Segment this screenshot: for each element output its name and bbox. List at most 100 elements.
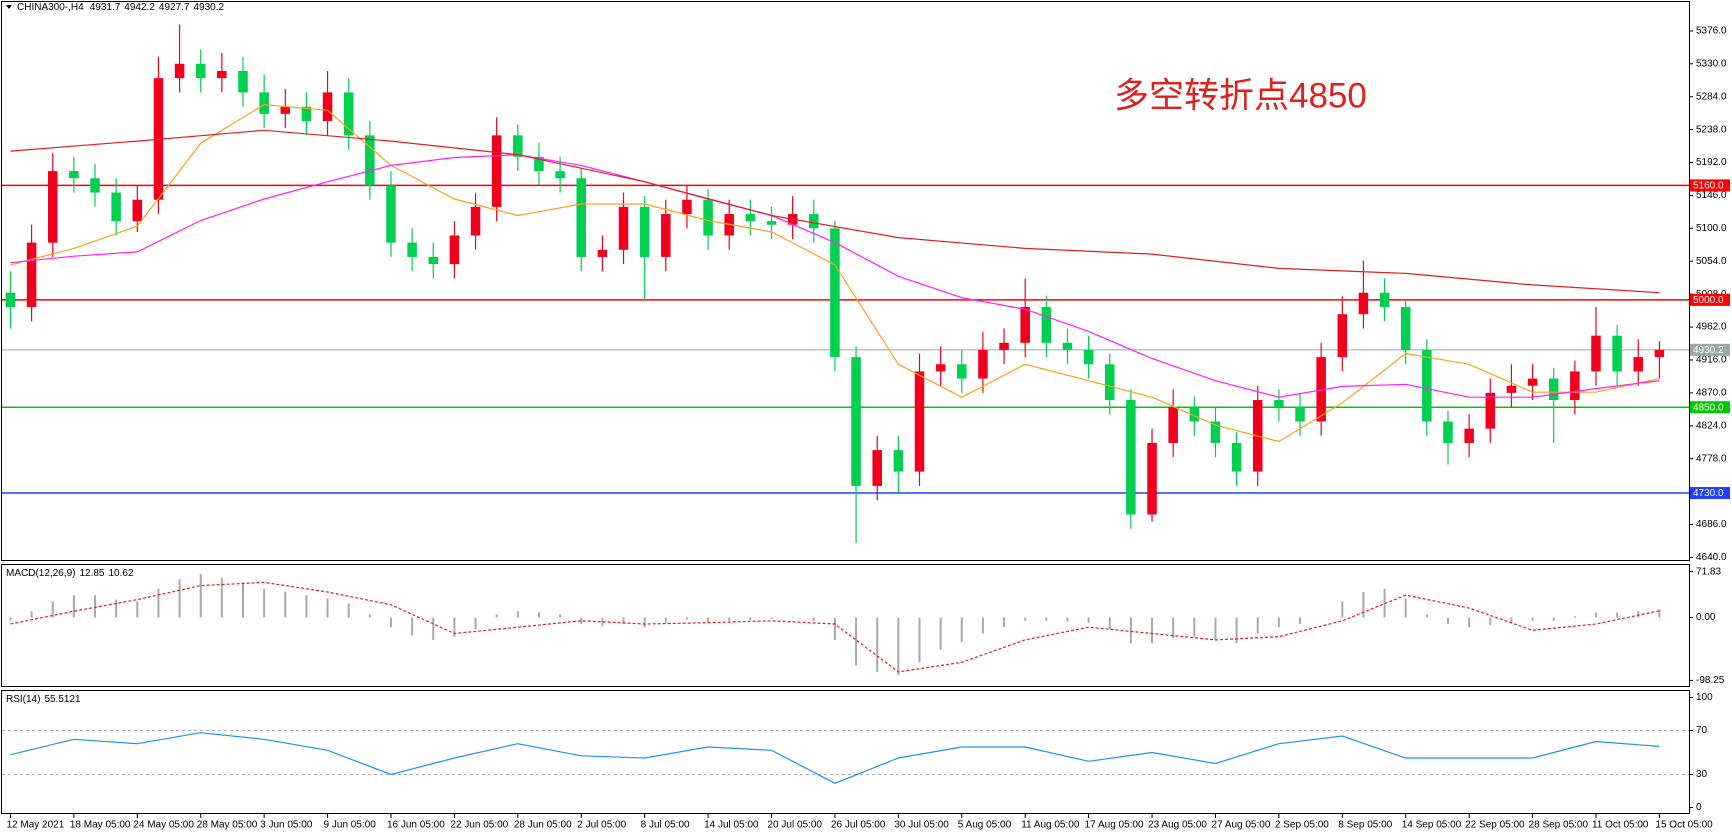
menu-arrow[interactable] xyxy=(6,5,12,9)
y-tick-label: 4916.0 xyxy=(1696,355,1727,366)
candle-body xyxy=(1358,292,1369,315)
x-tick-label: 14 Jul 05:00 xyxy=(704,820,759,831)
candle-body xyxy=(1400,307,1411,350)
indicator-readout: 12.85 xyxy=(79,568,104,579)
level-label: 4930.2 xyxy=(1693,345,1724,356)
y-tick-label: 5192.0 xyxy=(1696,157,1727,168)
candle-body xyxy=(1527,378,1538,386)
y-tick-label: 4870.0 xyxy=(1696,388,1727,399)
candle-body xyxy=(449,235,460,265)
x-tick-label: 27 Aug 05:00 xyxy=(1211,820,1270,831)
candle-body xyxy=(935,364,946,372)
candle-body xyxy=(195,63,206,79)
x-tick-label: 22 Sep 05:00 xyxy=(1465,820,1525,831)
moving-average xyxy=(10,129,1660,294)
candle-body xyxy=(978,349,988,379)
level-label-box xyxy=(1690,343,1730,356)
header-high: 4942.2 xyxy=(124,2,155,13)
indicator-readout: 55.5121 xyxy=(44,694,81,705)
candle-body xyxy=(1041,307,1052,343)
level-label: 5000.0 xyxy=(1693,295,1724,306)
candle-body xyxy=(111,192,121,222)
x-tick-label: 12 May 2021 xyxy=(6,820,64,831)
candle-body xyxy=(1337,314,1348,358)
candle-body xyxy=(1295,407,1305,422)
indicator-title: RSI(14) 55.5121 xyxy=(6,694,81,705)
rsi-panel xyxy=(1,690,1690,814)
x-tick-label: 14 Sep 05:00 xyxy=(1402,820,1462,831)
candle-body xyxy=(1168,407,1178,443)
y-tick-label: 4640.0 xyxy=(1696,552,1727,563)
y-tick-label: 5100.0 xyxy=(1696,223,1727,234)
header-low: 4927.7 xyxy=(159,2,190,13)
candle-body xyxy=(1633,357,1644,372)
header: CHINA300-,H4 4931.7 4942.2 4927.7 4930.2 xyxy=(17,2,225,13)
x-tick-label: 24 May 05:00 xyxy=(133,820,194,831)
candle-body xyxy=(1654,349,1665,358)
level-label-box xyxy=(1690,293,1730,306)
macd-panel xyxy=(1,564,1690,687)
x-tick-label: 17 Aug 05:00 xyxy=(1085,820,1144,831)
candle-body xyxy=(90,178,100,193)
candle-body xyxy=(661,214,671,257)
y-tick-label: 100 xyxy=(1696,692,1713,703)
candle-body xyxy=(132,199,143,222)
candle-body xyxy=(407,242,417,257)
x-tick-label: 11 Aug 05:00 xyxy=(1021,820,1080,831)
x-tick-label: 22 Jun 05:00 xyxy=(450,820,508,831)
y-tick-label: 4824.0 xyxy=(1696,420,1727,431)
candle-body xyxy=(999,342,1009,350)
y-tick-label: 4686.0 xyxy=(1696,519,1727,530)
moving-average xyxy=(10,154,1660,398)
x-tick-label: 23 Aug 05:00 xyxy=(1148,820,1207,831)
y-tick-label: 5238.0 xyxy=(1696,124,1727,135)
candle-body xyxy=(851,357,861,486)
header-close: 4930.2 xyxy=(193,2,224,13)
candle-body xyxy=(1189,407,1200,422)
candle-body xyxy=(1591,335,1601,372)
candle-body xyxy=(69,171,79,179)
x-tick-label: 28 May 05:00 xyxy=(197,820,258,831)
candle-body xyxy=(343,92,354,136)
x-tick-label: 3 Jun 05:00 xyxy=(260,820,313,831)
candle-body xyxy=(26,242,37,308)
candle-body xyxy=(745,214,756,222)
candle-body xyxy=(914,371,925,472)
symbol: CHINA300-,H4 xyxy=(17,2,84,13)
candle-body xyxy=(470,206,481,236)
candle-body xyxy=(1147,442,1157,515)
x-tick-label: 8 Jul 05:00 xyxy=(641,820,690,831)
level-label: 5160.0 xyxy=(1693,181,1724,192)
x-tick-label: 28 Sep 05:00 xyxy=(1529,820,1589,831)
candle-body xyxy=(301,106,312,122)
candle-body xyxy=(1570,371,1580,401)
candle-body xyxy=(1020,307,1030,343)
x-tick-label: 30 Jul 05:00 xyxy=(894,820,949,831)
candle-body xyxy=(1316,357,1326,422)
candle-body xyxy=(766,221,777,225)
y-tick-label: 5284.0 xyxy=(1696,91,1727,102)
candle-body xyxy=(618,206,629,250)
candle-body xyxy=(1379,292,1390,308)
x-tick-label: 2 Jul 05:00 xyxy=(577,820,626,831)
y-tick-label: 30 xyxy=(1696,769,1708,780)
y-tick-label: 0 xyxy=(1696,802,1702,813)
candle-body xyxy=(957,364,967,379)
macd-signal xyxy=(10,581,1660,673)
candle-body xyxy=(238,70,248,93)
y-tick-label: 71.83 xyxy=(1696,566,1721,577)
candle-body xyxy=(259,92,269,114)
candle-body xyxy=(1062,342,1073,350)
y-tick-label: -98.25 xyxy=(1696,675,1725,686)
candle-body xyxy=(1210,421,1221,443)
candle-body xyxy=(893,450,904,472)
candle-body xyxy=(703,199,713,236)
candle-body xyxy=(1548,378,1559,401)
y-tick-label: 5330.0 xyxy=(1696,58,1727,69)
x-tick-label: 2 Sep 05:00 xyxy=(1275,820,1329,831)
y-tick-label: 5376.0 xyxy=(1696,26,1727,37)
candle-body xyxy=(555,171,565,179)
candle-body xyxy=(576,178,587,257)
